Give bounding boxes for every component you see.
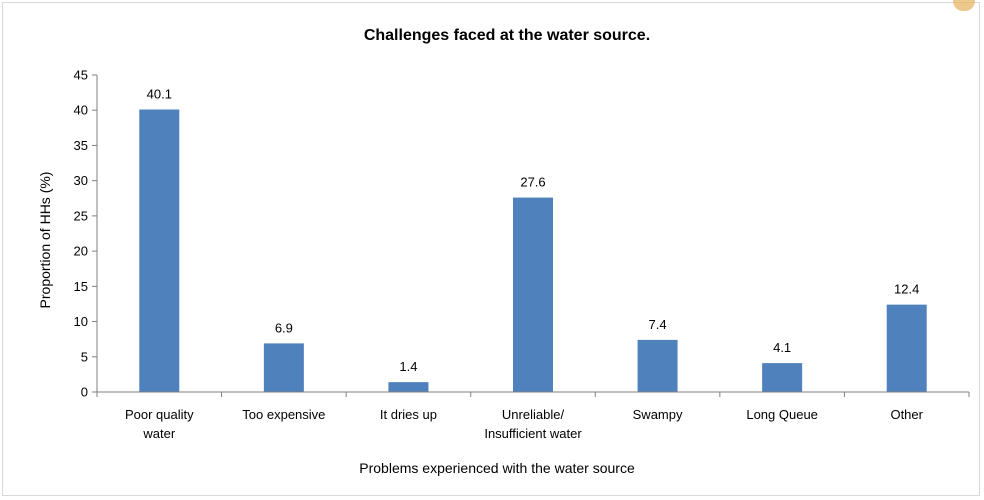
- value-labels: 40.1 6.9 1.4 27.6 7.4 4.1 12.4: [147, 87, 920, 375]
- x-axis-label: Problems experienced with the water sour…: [359, 460, 635, 476]
- y-tick-label: 30: [74, 173, 88, 188]
- y-tick-label: 35: [74, 138, 88, 153]
- chart-title: Challenges faced at the water source.: [364, 27, 650, 44]
- x-category-label: Other: [890, 407, 923, 422]
- y-tick-label: 0: [81, 385, 88, 400]
- y-tick-label: 5: [81, 349, 88, 364]
- data-label: 7.4: [649, 317, 667, 332]
- data-label: 4.1: [773, 340, 791, 355]
- bar: [388, 382, 429, 392]
- y-tick-label: 25: [74, 208, 88, 223]
- bars: [139, 109, 927, 393]
- y-tick-label: 15: [74, 279, 88, 294]
- bar-chart: Challenges faced at the water source. Pr…: [37, 27, 970, 476]
- y-tick-label: 10: [74, 314, 88, 329]
- bar: [263, 343, 304, 392]
- bar: [637, 339, 678, 392]
- data-label: 6.9: [275, 320, 293, 335]
- bar: [762, 363, 803, 392]
- y-tick-label: 40: [74, 103, 88, 118]
- x-category-label: Swampy: [633, 407, 683, 422]
- y-tick-label: 20: [74, 244, 88, 259]
- corner-decoration-icon: [953, 0, 975, 11]
- axes: [96, 75, 970, 397]
- data-label: 40.1: [147, 87, 172, 102]
- data-label: 12.4: [894, 282, 919, 297]
- y-axis-label: Proportion of HHs (%): [37, 172, 53, 309]
- bar: [513, 197, 553, 392]
- category-labels: Poor quality water Too expensive It dries u…: [125, 407, 924, 441]
- y-tick-label: 45: [74, 68, 88, 83]
- data-label: 1.4: [399, 359, 417, 374]
- bar: [886, 304, 927, 392]
- x-category-label: Poor quality water: [125, 407, 194, 441]
- x-category-label: Too expensive: [242, 407, 325, 422]
- x-category-label: It dries up: [380, 407, 437, 422]
- x-category-label: Unreliable/Insufficient water: [484, 407, 582, 441]
- y-axis-ticks: 0 5 10 15 20 25 30 35 40 45: [74, 68, 97, 400]
- data-label: 27.6: [520, 175, 545, 190]
- bar: [139, 109, 180, 393]
- x-category-label: Long Queue: [746, 407, 818, 422]
